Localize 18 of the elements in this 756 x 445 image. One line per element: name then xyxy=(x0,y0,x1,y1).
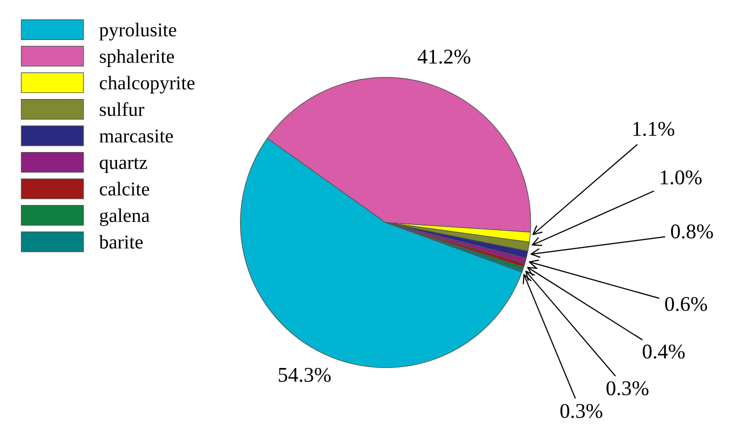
data-label: 0.3% xyxy=(606,381,648,396)
data-label: 1.0% xyxy=(660,170,702,184)
data-label: 1.1% xyxy=(633,122,674,136)
data-label: 54.3% xyxy=(278,368,331,382)
legend-label: pyrolusite xyxy=(99,22,176,40)
data-label: 0.6% xyxy=(665,296,708,312)
data-label: 0.8% xyxy=(671,224,713,239)
legend-label: quartz xyxy=(100,158,148,174)
legend-label: sulfur xyxy=(100,102,144,116)
legend-label: barite xyxy=(99,234,143,249)
data-label: 0.4% xyxy=(642,344,685,359)
legend-label: sphalerite xyxy=(100,49,174,67)
data-label: 0.3% xyxy=(560,404,602,418)
legend-label: galena xyxy=(100,208,150,226)
legend-label: calcite xyxy=(100,182,150,196)
data-label: 41.2% xyxy=(418,50,470,64)
legend-label: chalcopyrite xyxy=(100,76,194,94)
legend-label: marcasite xyxy=(99,129,173,143)
